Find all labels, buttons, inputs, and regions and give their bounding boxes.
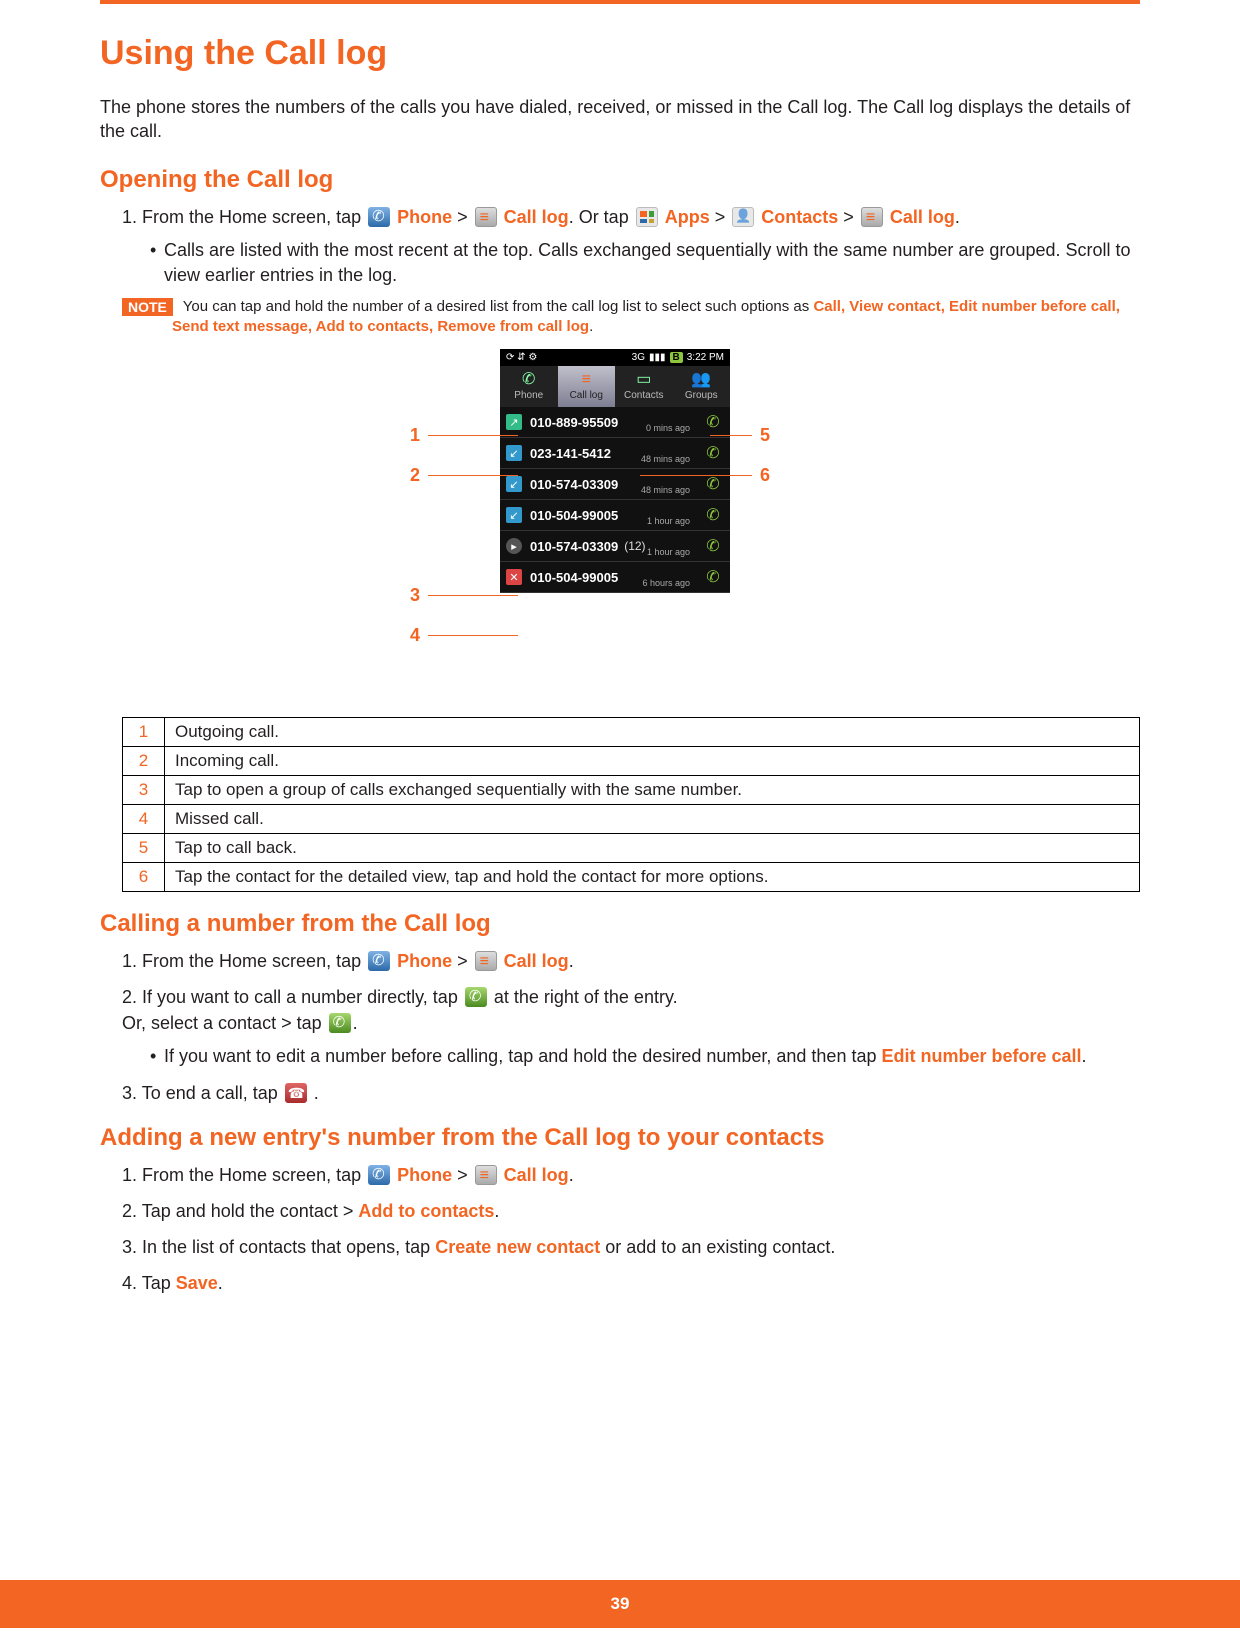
legend-text: Incoming call. [165,747,1140,776]
section-heading-calling: Calling a number from the Call log [100,910,1140,938]
calllog-row: ↙ 023-141-5412 48 mins ago ✆ [500,438,730,469]
calllog-row: ↙ 010-504-99005 1 hour ago ✆ [500,500,730,531]
phone-icon [368,207,390,227]
calllog-row: ✕ 010-504-99005 6 hours ago ✆ [500,562,730,593]
callout-5: 5 [760,425,770,446]
note-tag: NOTE [122,298,173,316]
legend-table: 1Outgoing call.2Incoming call.3Tap to op… [122,717,1140,892]
legend-text: Tap the contact for the detailed view, t… [165,863,1140,892]
step-add-3: 3. In the list of contacts that opens, t… [122,1234,1140,1260]
status-bar: ⟳ ⇵ ⚙ 3G ▮▮▮ B 3:22 PM [500,349,730,366]
tab-contacts: ▭Contacts [615,366,673,407]
step-open-1: 1. From the Home screen, tap Phone > Cal… [122,204,1140,288]
top-rule [100,0,1140,4]
row-type-icon: ↙ [506,445,522,461]
row-ago: 48 mins ago [641,485,690,495]
callout-3: 3 [410,585,420,606]
apps-icon [636,207,658,227]
contacts-icon [732,207,754,227]
step-call-2: 2. If you want to call a number directly… [122,984,1140,1069]
legend-number: 2 [123,747,165,776]
legend-text: Tap to open a group of calls exchanged s… [165,776,1140,805]
row-type-icon: ↙ [506,476,522,492]
callout-2: 2 [410,465,420,486]
bullet-edit-before-call: If you want to edit a number before call… [150,1044,1140,1069]
callback-icon: ✆ [702,443,724,463]
callback-icon: ✆ [702,536,724,556]
step-add-2: 2. Tap and hold the contact > Add to con… [122,1198,1140,1224]
legend-row: 4Missed call. [123,805,1140,834]
calllog-icon [475,1165,497,1185]
step-add-1: 1. From the Home screen, tap Phone > Cal… [122,1162,1140,1188]
legend-text: Missed call. [165,805,1140,834]
callout-4: 4 [410,625,420,646]
legend-row: 6Tap the contact for the detailed view, … [123,863,1140,892]
row-number: 010-574-03309 [530,477,618,492]
row-ago: 1 hour ago [647,547,690,557]
page-footer: 39 [0,1580,1240,1628]
tab-phone: ✆Phone [500,366,558,407]
row-number: 010-504-99005 [530,570,618,585]
calllog-icon [475,951,497,971]
step-call-3: 3. To end a call, tap . [122,1080,1140,1106]
calllog-row: ↗ 010-889-95509 0 mins ago ✆ [500,407,730,438]
legend-number: 5 [123,834,165,863]
calllog-icon [475,207,497,227]
legend-row: 1Outgoing call. [123,718,1140,747]
row-ago: 48 mins ago [641,454,690,464]
callback-icon: ✆ [702,412,724,432]
calllog-row: ↙ 010-574-03309 48 mins ago ✆ [500,469,730,500]
tab-calllog: ≡Call log [558,366,616,407]
row-count: (12) [624,539,645,553]
tab-groups: 👥Groups [673,366,731,407]
row-type-icon: ↙ [506,507,522,523]
callback-icon: ✆ [702,474,724,494]
tab-bar: ✆Phone ≡Call log ▭Contacts 👥Groups [500,366,730,407]
row-type-icon: ↗ [506,414,522,430]
calllog-icon [861,207,883,227]
callback-icon: ✆ [702,505,724,525]
note-block: NOTE You can tap and hold the number of … [100,298,1140,335]
row-type-icon: ▸ [506,538,522,554]
legend-number: 6 [123,863,165,892]
row-ago: 6 hours ago [642,578,690,588]
callout-6: 6 [760,465,770,486]
legend-row: 3Tap to open a group of calls exchanged … [123,776,1140,805]
legend-number: 1 [123,718,165,747]
phone-icon [368,951,390,971]
page-number: 39 [611,1594,630,1613]
phone-icon [368,1165,390,1185]
row-number: 010-504-99005 [530,508,618,523]
row-number: 010-889-95509 [530,415,618,430]
call-icon [329,1013,351,1033]
legend-number: 4 [123,805,165,834]
legend-row: 5Tap to call back. [123,834,1140,863]
page-title: Using the Call log [100,34,1140,73]
screenshot-region: ⟳ ⇵ ⚙ 3G ▮▮▮ B 3:22 PM ✆Phone ≡Call log … [360,349,880,699]
end-call-icon [285,1083,307,1103]
phone-screenshot: ⟳ ⇵ ⚙ 3G ▮▮▮ B 3:22 PM ✆Phone ≡Call log … [500,349,730,593]
step-add-4: 4. Tap Save. [122,1270,1140,1296]
row-ago: 1 hour ago [647,516,690,526]
row-ago: 0 mins ago [646,423,690,433]
section-heading-opening: Opening the Call log [100,166,1140,194]
calllog-row: ▸ 010-574-03309 (12)1 hour ago ✆ [500,531,730,562]
legend-number: 3 [123,776,165,805]
row-type-icon: ✕ [506,569,522,585]
legend-text: Outgoing call. [165,718,1140,747]
legend-text: Tap to call back. [165,834,1140,863]
section-heading-adding: Adding a new entry's number from the Cal… [100,1124,1140,1152]
call-icon [465,987,487,1007]
intro-text: The phone stores the numbers of the call… [100,95,1140,144]
row-number: 010-574-03309 [530,539,618,554]
step-call-1: 1. From the Home screen, tap Phone > Cal… [122,948,1140,974]
row-number: 023-141-5412 [530,446,611,461]
bullet-recent: Calls are listed with the most recent at… [150,238,1140,288]
callout-1: 1 [410,425,420,446]
callback-icon: ✆ [702,567,724,587]
legend-row: 2Incoming call. [123,747,1140,776]
